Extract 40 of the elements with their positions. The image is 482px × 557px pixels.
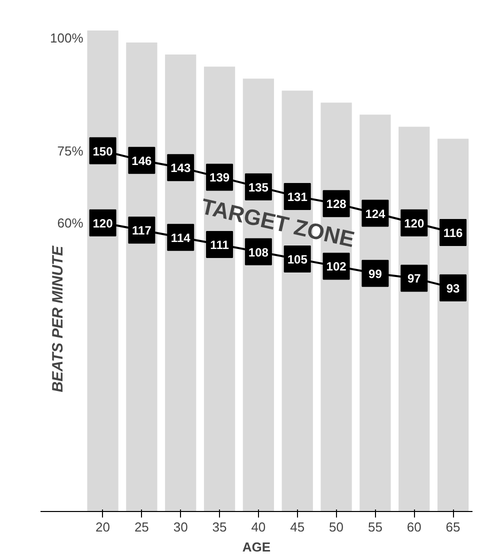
x-tick-label: 20 [96, 520, 110, 534]
data-label: 114 [170, 230, 191, 245]
x-tick-label: 50 [329, 520, 344, 534]
data-label: 105 [287, 252, 308, 266]
x-tick-label: 65 [446, 520, 460, 534]
data-label: 124 [365, 206, 386, 221]
data-label: 102 [326, 260, 347, 274]
data-label: 131 [287, 190, 308, 204]
data-label: 117 [132, 224, 152, 238]
data-label: 93 [446, 281, 460, 296]
data-label: 128 [326, 197, 347, 212]
bar [165, 54, 196, 512]
x-tick-label: 55 [368, 520, 382, 534]
x-tick-label: 30 [173, 520, 188, 534]
data-label: 150 [92, 144, 114, 158]
y-axis-title: BEATS PER MINUTE [50, 244, 67, 392]
data-label: 116 [443, 226, 464, 240]
bar [360, 114, 391, 512]
data-label: 146 [132, 154, 152, 168]
bar [126, 42, 158, 512]
x-tick-label: 45 [290, 520, 305, 534]
data-label: 111 [210, 238, 230, 252]
series-label: 60% [57, 215, 84, 230]
x-axis-title: AGE [242, 540, 271, 554]
x-tick-label: 40 [251, 520, 266, 534]
data-label: 120 [92, 216, 114, 230]
series-label: 75% [57, 143, 84, 158]
x-tick-label: 35 [212, 520, 227, 534]
data-label: 143 [170, 161, 191, 176]
bar [87, 30, 118, 512]
x-tick-label: 25 [134, 520, 149, 534]
bar [437, 138, 469, 512]
data-label: 135 [248, 180, 269, 194]
series-label: 100% [50, 30, 84, 46]
data-label: 120 [404, 216, 424, 230]
data-label: 139 [210, 170, 230, 185]
data-label: 97 [407, 272, 422, 286]
x-tick-label: 60 [406, 520, 422, 534]
data-label: 108 [248, 245, 269, 260]
data-label: 99 [368, 266, 382, 281]
